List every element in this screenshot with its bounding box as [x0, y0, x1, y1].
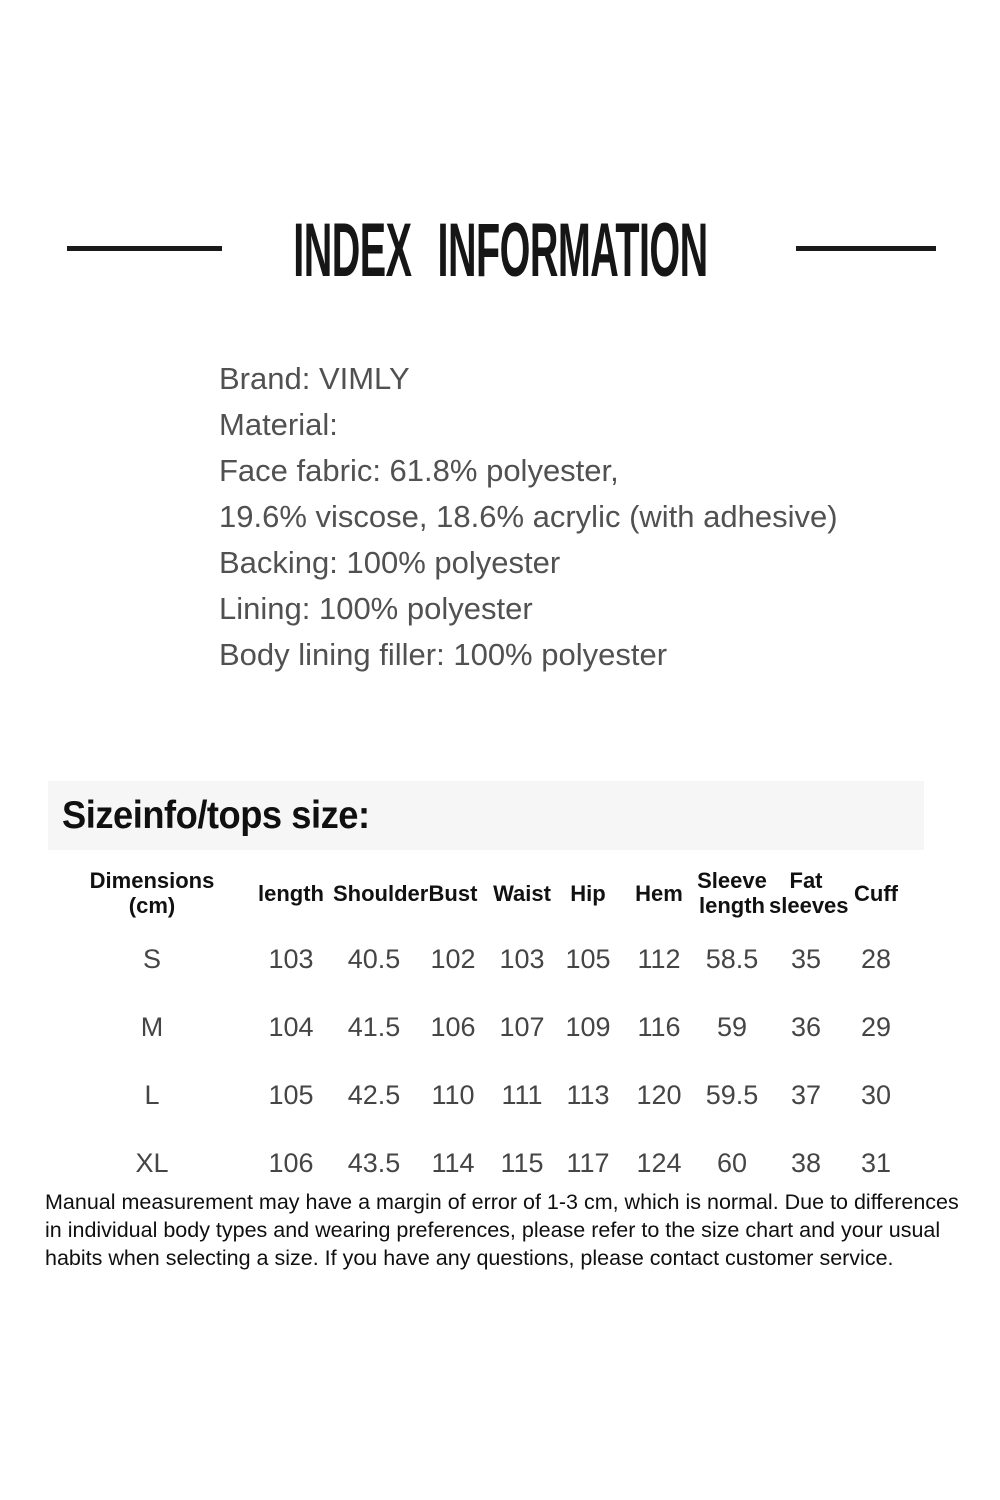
- size-cell: XL: [135, 1148, 169, 1178]
- measurement-note: Manual measurement may have a margin of …: [45, 1188, 967, 1272]
- value-cell: 107: [499, 1012, 545, 1042]
- value-cell: 106: [430, 1012, 476, 1042]
- value-cell: 41.5: [347, 1012, 401, 1042]
- column-header-waist: Waist: [493, 880, 551, 906]
- value-cell: 31: [860, 1148, 892, 1178]
- value-cell: 117: [566, 1148, 610, 1178]
- title-left-rule: [67, 246, 222, 251]
- material-line-filler: Body lining filler: 100% polyester: [219, 637, 668, 672]
- column-header-shoulder: Shoulder: [333, 880, 429, 906]
- size-cell: L: [144, 1080, 160, 1110]
- value-cell: 105: [268, 1080, 314, 1110]
- page-title: INDEX INFORMATION: [0, 212, 1000, 290]
- size-table: Dimensions (cm) length Shoulder Bust Wai…: [55, 862, 909, 1198]
- materials-section: Brand: VIMLY Material: Face fabric: 61.8…: [219, 356, 949, 678]
- column-header-dimensions: Dimensions (cm): [89, 868, 215, 918]
- page-title-text: INDEX INFORMATION: [292, 208, 708, 293]
- column-header-cuff: Cuff: [854, 880, 898, 906]
- size-table-header: Dimensions (cm) length Shoulder Bust Wai…: [55, 862, 909, 926]
- table-row: XL 106 43.5 114 115 117 124 60 38 31: [55, 1130, 909, 1198]
- material-line-label: Material:: [219, 407, 338, 442]
- value-cell: 43.5: [347, 1148, 401, 1178]
- table-row: M 104 41.5 106 107 109 116 59 36 29: [55, 994, 909, 1062]
- value-cell: 42.5: [347, 1080, 401, 1110]
- header-row: Dimensions (cm) length Shoulder Bust Wai…: [55, 862, 909, 926]
- value-cell: 113: [566, 1080, 610, 1110]
- measurement-note-text: Manual measurement may have a margin of …: [45, 1190, 959, 1270]
- value-cell: 37: [790, 1080, 822, 1110]
- size-table-body: S 103 40.5 102 103 105 112 58.5 35 28 M 104 41.5 106 1…: [55, 926, 909, 1198]
- value-cell: 35: [790, 944, 822, 974]
- column-header-hip: Hip: [570, 880, 606, 906]
- value-cell: 105: [565, 944, 611, 974]
- value-cell: 103: [268, 944, 314, 974]
- title-right-rule: [796, 246, 936, 251]
- value-cell: 115: [500, 1148, 544, 1178]
- table-row: S 103 40.5 102 103 105 112 58.5 35 28: [55, 926, 909, 994]
- material-line-brand: Brand: VIMLY: [219, 361, 410, 396]
- value-cell: 110: [431, 1080, 475, 1110]
- value-cell: 102: [430, 944, 476, 974]
- material-line-face-fabric-cont: 19.6% viscose, 18.6% acrylic (with adhes…: [219, 499, 838, 534]
- table-row: L 105 42.5 110 111 113 120 59.5 37 30: [55, 1062, 909, 1130]
- value-cell: 29: [860, 1012, 892, 1042]
- value-cell: 103: [499, 944, 545, 974]
- column-header-fat-sleeves: Fat sleeves: [769, 868, 849, 918]
- value-cell: 59.5: [705, 1080, 759, 1110]
- value-cell: 104: [268, 1012, 314, 1042]
- size-heading: Sizeinfo/tops size:: [62, 793, 370, 837]
- size-cell: S: [142, 944, 161, 974]
- size-cell: M: [140, 1012, 164, 1042]
- column-header-length: length: [258, 880, 324, 906]
- value-cell: 38: [790, 1148, 822, 1178]
- column-header-hem: Hem: [635, 880, 683, 906]
- value-cell: 109: [565, 1012, 611, 1042]
- value-cell: 58.5: [705, 944, 759, 974]
- value-cell: 111: [501, 1080, 543, 1110]
- value-cell: 36: [790, 1012, 822, 1042]
- column-header-sleeve-length: Sleeve length: [697, 868, 767, 918]
- value-cell: 59: [716, 1012, 748, 1042]
- value-cell: 120: [636, 1080, 682, 1110]
- title-block: INDEX INFORMATION: [0, 212, 1000, 290]
- value-cell: 40.5: [347, 944, 401, 974]
- value-cell: 116: [637, 1012, 681, 1042]
- value-cell: 112: [637, 944, 681, 974]
- value-cell: 114: [431, 1148, 475, 1178]
- material-line-lining: Lining: 100% polyester: [219, 591, 533, 626]
- value-cell: 106: [268, 1148, 314, 1178]
- value-cell: 28: [860, 944, 892, 974]
- size-heading-bar: Sizeinfo/tops size:: [48, 781, 924, 850]
- column-header-bust: Bust: [428, 880, 478, 906]
- value-cell: 30: [860, 1080, 892, 1110]
- value-cell: 124: [636, 1148, 682, 1178]
- material-line-backing: Backing: 100% polyester: [219, 545, 561, 580]
- value-cell: 60: [716, 1148, 748, 1178]
- material-line-face-fabric: Face fabric: 61.8% polyester,: [219, 453, 619, 488]
